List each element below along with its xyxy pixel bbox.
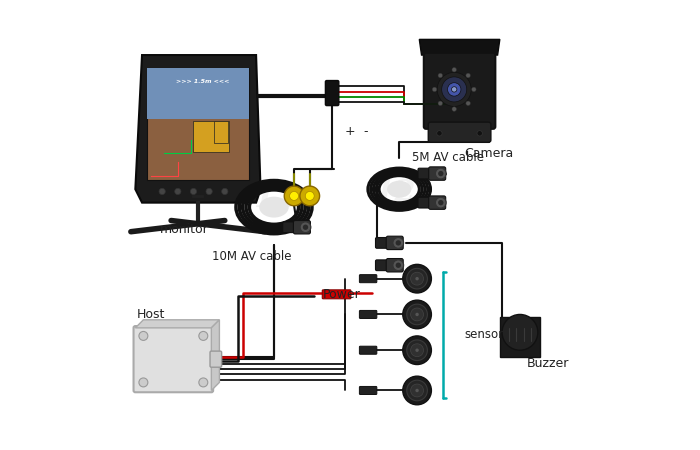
Ellipse shape [259, 197, 288, 217]
Bar [214, 121, 228, 143]
FancyBboxPatch shape [418, 197, 432, 208]
Circle shape [411, 344, 424, 357]
Circle shape [415, 348, 419, 352]
Text: -: - [363, 125, 368, 138]
Circle shape [452, 107, 456, 111]
Circle shape [175, 189, 181, 194]
Circle shape [393, 260, 404, 270]
Circle shape [415, 277, 419, 280]
FancyBboxPatch shape [134, 326, 213, 392]
Circle shape [284, 186, 304, 206]
Circle shape [407, 268, 428, 289]
Circle shape [411, 384, 424, 397]
FancyBboxPatch shape [418, 168, 432, 179]
Circle shape [433, 87, 437, 92]
Circle shape [222, 189, 228, 194]
Circle shape [411, 308, 424, 321]
Circle shape [452, 68, 456, 72]
FancyBboxPatch shape [359, 310, 377, 319]
Bar [500, 317, 540, 357]
Circle shape [447, 83, 461, 96]
Circle shape [300, 186, 320, 206]
Circle shape [402, 336, 431, 364]
Circle shape [139, 378, 148, 387]
FancyBboxPatch shape [428, 122, 491, 142]
Circle shape [190, 189, 197, 194]
Text: Power: Power [323, 288, 361, 301]
FancyBboxPatch shape [322, 290, 351, 299]
Circle shape [438, 72, 471, 106]
FancyBboxPatch shape [375, 238, 389, 248]
Text: +: + [344, 125, 356, 138]
Text: 10M AV cable: 10M AV cable [212, 250, 291, 263]
Circle shape [402, 376, 431, 405]
Circle shape [300, 222, 311, 233]
Circle shape [305, 191, 314, 200]
Circle shape [415, 389, 419, 392]
Circle shape [395, 240, 401, 246]
Text: 5M AV cable: 5M AV cable [412, 151, 484, 164]
Circle shape [402, 264, 431, 293]
Circle shape [303, 225, 308, 230]
Circle shape [407, 340, 428, 360]
Circle shape [407, 380, 428, 401]
Bar [146, 68, 249, 119]
FancyBboxPatch shape [359, 274, 377, 283]
Circle shape [415, 313, 419, 316]
Circle shape [435, 168, 446, 179]
Circle shape [393, 238, 404, 248]
Circle shape [438, 200, 444, 205]
Circle shape [435, 197, 446, 208]
Polygon shape [135, 320, 219, 328]
Circle shape [290, 191, 299, 200]
FancyBboxPatch shape [283, 222, 297, 233]
Polygon shape [211, 320, 219, 391]
FancyBboxPatch shape [386, 259, 403, 272]
FancyBboxPatch shape [386, 236, 403, 250]
Circle shape [411, 272, 424, 285]
Text: Host: Host [136, 308, 165, 321]
FancyBboxPatch shape [428, 196, 446, 209]
Circle shape [502, 315, 538, 350]
Bar [146, 68, 249, 180]
Circle shape [402, 300, 431, 329]
Circle shape [199, 332, 208, 340]
Circle shape [438, 171, 444, 176]
Text: 12: 12 [374, 178, 416, 209]
Circle shape [466, 73, 470, 78]
FancyBboxPatch shape [210, 351, 222, 367]
FancyBboxPatch shape [326, 81, 339, 106]
Text: Camera: Camera [464, 147, 513, 160]
FancyBboxPatch shape [359, 346, 377, 354]
Circle shape [206, 189, 212, 194]
Ellipse shape [387, 180, 412, 198]
Circle shape [159, 189, 165, 194]
Circle shape [437, 130, 442, 136]
Text: monitor: monitor [160, 223, 209, 236]
Polygon shape [419, 40, 500, 55]
Circle shape [466, 101, 470, 106]
Polygon shape [135, 55, 260, 202]
Circle shape [139, 332, 148, 340]
Circle shape [199, 378, 208, 387]
FancyBboxPatch shape [424, 53, 496, 129]
Text: 12: 12 [253, 183, 295, 214]
Circle shape [407, 304, 428, 325]
FancyBboxPatch shape [359, 387, 377, 395]
FancyBboxPatch shape [428, 167, 446, 180]
Circle shape [477, 130, 482, 136]
Text: sensor: sensor [464, 328, 503, 341]
Circle shape [438, 73, 442, 78]
Circle shape [452, 87, 457, 92]
Circle shape [472, 87, 476, 92]
Circle shape [442, 77, 467, 102]
Text: Buzzer: Buzzer [526, 357, 569, 370]
FancyBboxPatch shape [293, 220, 310, 234]
Circle shape [438, 101, 442, 106]
Bar [193, 121, 229, 153]
Text: >>> 1.5m <<<: >>> 1.5m <<< [176, 79, 230, 85]
FancyBboxPatch shape [375, 260, 389, 270]
Circle shape [395, 262, 401, 268]
